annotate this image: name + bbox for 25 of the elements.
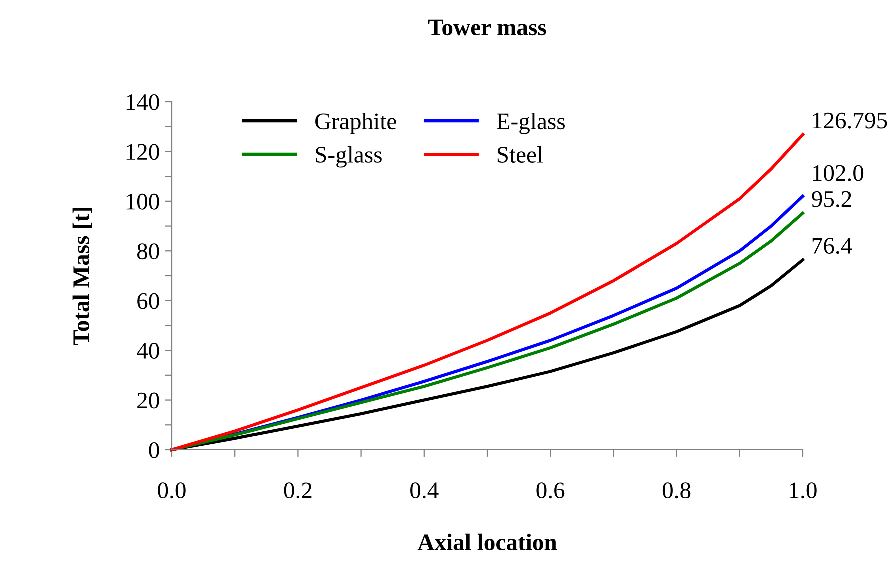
legend-label: S-glass xyxy=(316,146,382,168)
y-tick-label: 80 xyxy=(137,244,160,260)
legend-label: E-glass xyxy=(497,112,565,134)
x-tick-label: 0.8 xyxy=(662,482,691,499)
chart-title: Tower mass xyxy=(428,20,546,36)
data-label: 95.2 xyxy=(812,191,852,208)
y-tick-label: 0 xyxy=(149,442,160,458)
y-tick-label: 140 xyxy=(126,94,160,110)
y-tick-label: 120 xyxy=(126,144,160,160)
data-label: 126.795 xyxy=(813,112,888,129)
y-tick-label: 100 xyxy=(126,194,160,210)
data-label: 76.4 xyxy=(812,238,852,254)
x-tick-label: 0.2 xyxy=(284,482,312,499)
x-tick-label: 0.0 xyxy=(158,482,186,499)
x-tick-label: 1.0 xyxy=(790,482,817,499)
data-label: 102.0 xyxy=(813,165,864,182)
legend-label: Graphite xyxy=(316,112,396,134)
y-axis-title: Total Mass [t] xyxy=(72,208,92,346)
y-tick-label: 60 xyxy=(138,293,160,310)
x-tick-label: 0.4 xyxy=(410,482,439,499)
y-tick-label: 40 xyxy=(137,343,160,359)
legend-label: Steel xyxy=(498,146,544,163)
x-tick-label: 0.6 xyxy=(536,482,565,499)
x-axis-title: Axial location xyxy=(418,534,557,551)
y-tick-label: 20 xyxy=(138,392,160,409)
